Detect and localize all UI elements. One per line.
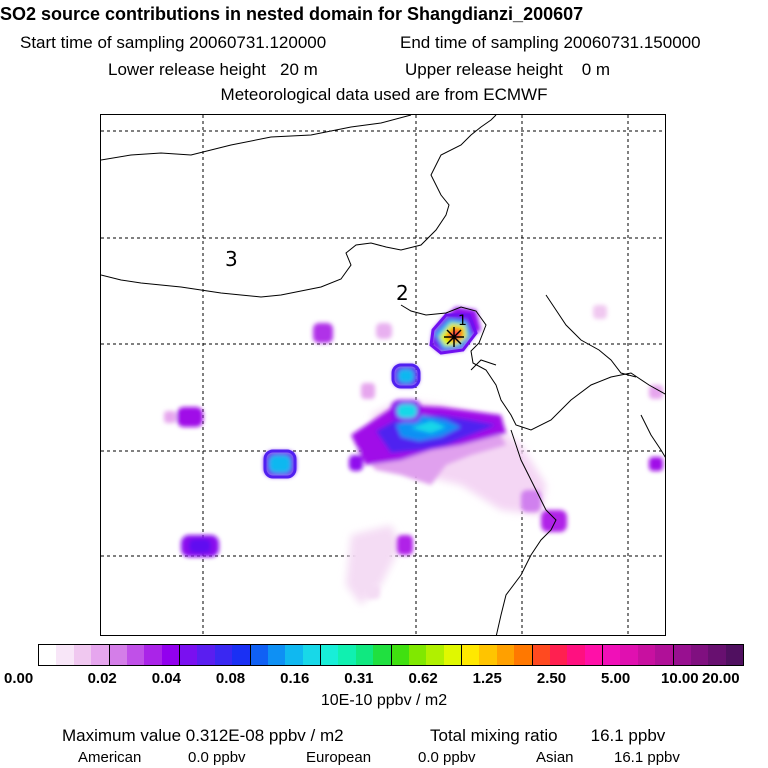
colorbar-segment bbox=[408, 645, 427, 665]
colorbar-tick-label: 0.62 bbox=[408, 670, 438, 687]
colorbar-segment bbox=[126, 645, 145, 665]
colorbar-tick-label: 5.00 bbox=[601, 670, 631, 687]
colorbar-segment bbox=[637, 645, 656, 665]
start-time-label: Start time of sampling 20060731.120000 bbox=[20, 33, 327, 52]
colorbar-segment bbox=[161, 645, 180, 665]
colorbar-segment bbox=[232, 645, 251, 665]
concentration-field bbox=[164, 305, 663, 605]
colorbar-segment bbox=[655, 645, 674, 665]
lower-height-label: Lower release height 20 m bbox=[108, 60, 318, 79]
colorbar-segment bbox=[250, 645, 268, 665]
colorbar-segment bbox=[338, 645, 356, 665]
colorbar-segment bbox=[514, 645, 533, 665]
colorbar-tick-label: 0.04 bbox=[151, 670, 181, 687]
colorbar-segment bbox=[549, 645, 568, 665]
map-panel: 3 2 1 bbox=[100, 114, 666, 636]
colorbar-segment bbox=[180, 645, 198, 665]
upper-height-label: Upper release height 0 m bbox=[405, 60, 611, 79]
european-label: European bbox=[306, 749, 372, 766]
colorbar-tick-label: 2.50 bbox=[536, 670, 567, 687]
colorbar-tick-label: 0.00 bbox=[4, 670, 34, 687]
asian-label: Asian bbox=[536, 749, 574, 766]
colorbar-segment bbox=[690, 645, 709, 665]
colorbar-tick-label: 0.16 bbox=[280, 670, 310, 687]
colorbar-segment bbox=[355, 645, 374, 665]
european-value: 0.0 ppbv bbox=[418, 749, 476, 766]
american-value: 0.0 ppbv bbox=[188, 749, 246, 766]
colorbar-segment bbox=[373, 645, 392, 665]
colorbar-segment bbox=[73, 645, 92, 665]
colorbar-segment bbox=[302, 645, 321, 665]
colorbar-unit: 10E-10 ppbv / m2 bbox=[320, 692, 448, 709]
max-value-label: Maximum value 0.312E-08 ppbv / m2 bbox=[62, 726, 344, 745]
colorbar-segment bbox=[426, 645, 444, 665]
end-time-label: End time of sampling 20060731.150000 bbox=[400, 33, 701, 52]
met-data-label: Meteorological data used are from ECMWF bbox=[220, 85, 548, 104]
colorbar-segment bbox=[532, 645, 550, 665]
map-canvas: 3 2 1 bbox=[101, 115, 665, 635]
colorbar-segment bbox=[91, 645, 110, 665]
colorbar bbox=[38, 644, 744, 666]
asian-value: 16.1 ppbv bbox=[614, 749, 680, 766]
region-label-1: 1 bbox=[458, 313, 467, 329]
colorbar-segment bbox=[479, 645, 497, 665]
colorbar-tick-label: 0.08 bbox=[215, 670, 246, 687]
colorbar-tick-label: 0.31 bbox=[344, 670, 374, 687]
colorbar-segment bbox=[603, 645, 621, 665]
coastlines bbox=[101, 115, 665, 635]
colorbar-segment bbox=[214, 645, 233, 665]
colorbar-segment bbox=[144, 645, 162, 665]
colorbar-segment bbox=[321, 645, 339, 665]
receptor-marker bbox=[444, 327, 464, 347]
colorbar-tick-label: 20.00 bbox=[702, 670, 740, 687]
colorbar-segment bbox=[56, 645, 74, 665]
total-mixing-label: Total mixing ratio 16.1 ppbv bbox=[430, 726, 666, 745]
colorbar-segment bbox=[267, 645, 286, 665]
colorbar-segment bbox=[496, 645, 515, 665]
colorbar-segment bbox=[462, 645, 480, 665]
region-label-2: 2 bbox=[396, 281, 409, 305]
region-label-3: 3 bbox=[225, 247, 238, 271]
colorbar-tick-label: 10.00 bbox=[661, 670, 699, 687]
colorbar-segment bbox=[567, 645, 585, 665]
colorbar-segment bbox=[708, 645, 726, 665]
colorbar-segment bbox=[285, 645, 303, 665]
colorbar-tick-label: 1.25 bbox=[472, 670, 502, 687]
colorbar-segment bbox=[673, 645, 691, 665]
american-label: American bbox=[78, 749, 142, 766]
colorbar-segment bbox=[620, 645, 638, 665]
colorbar-segment bbox=[391, 645, 409, 665]
colorbar-tick-label: 0.02 bbox=[87, 670, 117, 687]
colorbar-segment bbox=[443, 645, 462, 665]
colorbar-segment bbox=[725, 645, 743, 665]
colorbar-segment bbox=[584, 645, 603, 665]
plot-title: SO2 source contributions in nested domai… bbox=[0, 4, 584, 24]
colorbar-segment bbox=[109, 645, 127, 665]
colorbar-segment bbox=[39, 645, 57, 665]
colorbar-segment bbox=[197, 645, 215, 665]
